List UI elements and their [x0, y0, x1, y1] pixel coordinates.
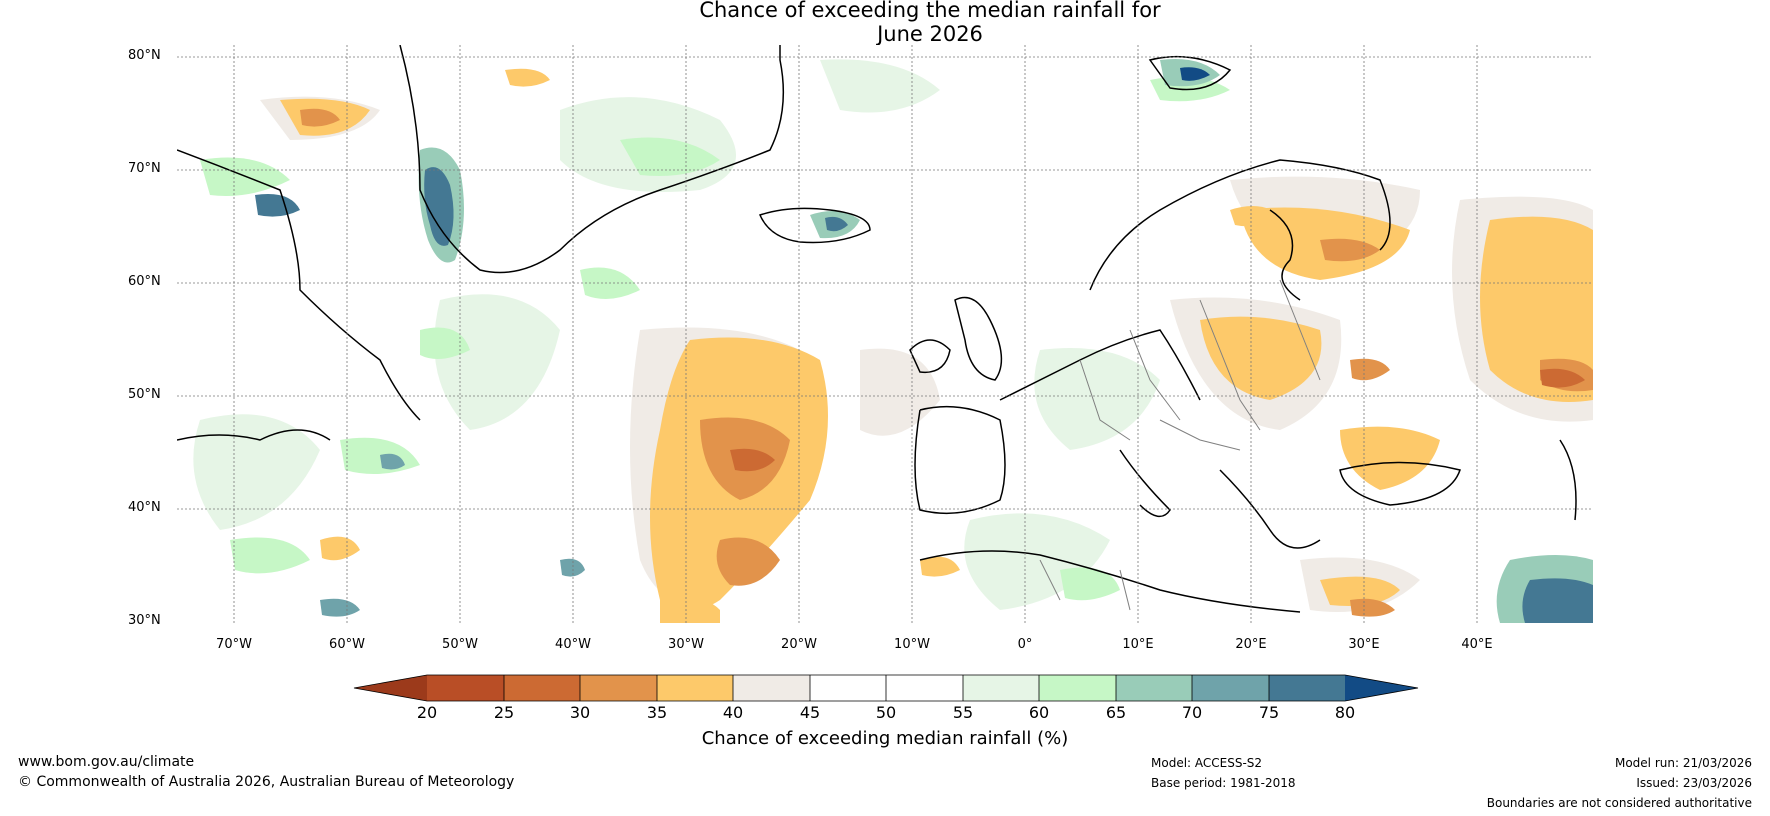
colorbar-tick: 20 — [416, 703, 438, 722]
boundary-disclaimer: Boundaries are not considered authoritat… — [1486, 796, 1752, 810]
colorbar-bin-50-55 — [886, 675, 963, 701]
colorbar-tick: 35 — [646, 703, 668, 722]
colorbar-bin-40-45 — [733, 675, 810, 701]
patches-55-60 — [193, 59, 1160, 610]
model-run: Model run: 21/03/2026 — [1614, 756, 1752, 770]
website-link[interactable]: www.bom.gov.au/climate — [18, 754, 195, 770]
colorbar — [353, 674, 1419, 702]
colorbar-tick: 65 — [1105, 703, 1127, 722]
colorbar-bin-65-70 — [1116, 675, 1192, 701]
lat-label-70n: 70°N — [128, 161, 161, 176]
lon-label-10w: 10°W — [894, 637, 930, 652]
lon-label-50w: 50°W — [442, 637, 478, 652]
lon-label-60w: 60°W — [329, 637, 365, 652]
base-period: Base period: 1981-2018 — [1151, 776, 1296, 790]
colorbar-tick: 40 — [722, 703, 744, 722]
lon-label-10e: 10°E — [1122, 637, 1154, 652]
country-borders — [1039, 279, 1321, 611]
colorbar-tick: 50 — [875, 703, 897, 722]
lat-label-50n: 50°N — [128, 387, 161, 402]
lon-label-30w: 30°W — [668, 637, 704, 652]
colorbar-label: Chance of exceeding median rainfall (%) — [701, 728, 1069, 749]
lon-label-30e: 30°E — [1348, 637, 1380, 652]
lon-label-40w: 40°W — [555, 637, 591, 652]
colorbar-tick: 45 — [799, 703, 821, 722]
lon-label-70w: 70°W — [216, 637, 252, 652]
title-line-1: Chance of exceeding the median rainfall … — [699, 0, 1161, 22]
colorbar-tick: 75 — [1258, 703, 1280, 722]
map-background — [177, 45, 1593, 623]
lat-label-30n: 30°N — [128, 613, 161, 628]
lat-label-40n: 40°N — [128, 500, 161, 515]
gridlines — [177, 45, 1593, 623]
colorbar-tick: 80 — [1334, 703, 1356, 722]
issued-date: Issued: 23/03/2026 — [1636, 776, 1752, 790]
colorbar-tick: 25 — [493, 703, 515, 722]
colorbar-bin-35-40 — [657, 675, 733, 701]
colorbar-bin-60-65 — [1039, 675, 1116, 701]
colorbar-extend-low — [354, 675, 427, 701]
patches-65-80 — [255, 59, 1593, 623]
model-name: Model: ACCESS-S2 — [1151, 756, 1263, 770]
colorbar-bin-55-60 — [963, 675, 1039, 701]
copyright: © Commonwealth of Australia 2026, Austra… — [18, 774, 515, 790]
title-line-2: June 2026 — [877, 22, 983, 46]
lon-label-40e: 40°E — [1461, 637, 1493, 652]
colorbar-outline — [353, 674, 1419, 702]
colorbar-bin-20-25 — [427, 675, 504, 701]
colorbar-bin-45-50 — [810, 675, 886, 701]
colorbar-bin-75-80 — [1269, 675, 1345, 701]
coastlines — [177, 45, 1577, 613]
colorbar-tick: 55 — [952, 703, 974, 722]
lon-label-20e: 20°E — [1235, 637, 1267, 652]
colorbar-tick: 30 — [569, 703, 591, 722]
lon-label-20w: 20°W — [781, 637, 817, 652]
map-plot-area — [177, 45, 1593, 623]
colorbar-extend-high — [1345, 675, 1418, 701]
colorbar-tick: 70 — [1181, 703, 1203, 722]
lon-label-0: 0° — [1017, 637, 1033, 652]
lat-label-80n: 80°N — [128, 48, 161, 63]
chart-title: Chance of exceeding the median rainfall … — [0, 0, 1770, 46]
colorbar-tick: 60 — [1028, 703, 1050, 722]
colorbar-bin-70-75 — [1192, 675, 1269, 701]
lat-label-60n: 60°N — [128, 274, 161, 289]
colorbar-bin-25-30 — [504, 675, 580, 701]
patches-20-25 — [730, 368, 1585, 472]
colorbar-bin-30-35 — [580, 675, 657, 701]
